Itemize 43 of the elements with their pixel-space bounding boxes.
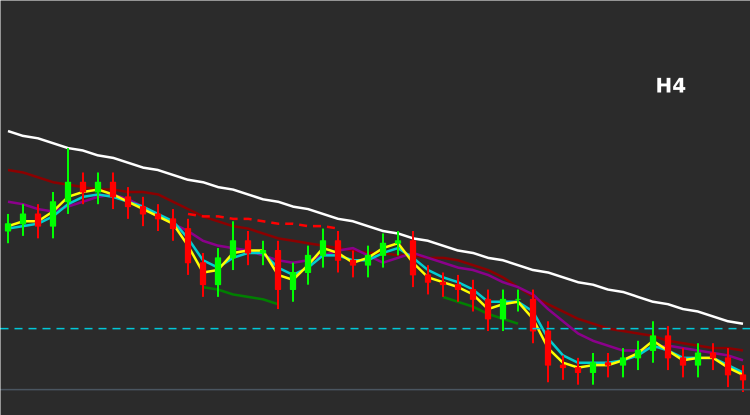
candlestick bbox=[4, 212, 12, 244]
candlestick bbox=[680, 347, 686, 378]
candlestick bbox=[514, 288, 522, 313]
candlestick bbox=[424, 264, 432, 296]
candlestick bbox=[590, 352, 596, 386]
candlestick bbox=[170, 208, 176, 242]
candlestick bbox=[604, 352, 612, 378]
candlestick bbox=[620, 347, 626, 378]
candlestick bbox=[304, 244, 312, 286]
candlestick bbox=[110, 171, 116, 210]
candlestick bbox=[124, 186, 132, 220]
candlestick bbox=[650, 320, 656, 364]
candlestick bbox=[454, 274, 462, 303]
candlestick bbox=[244, 230, 252, 266]
candlestick bbox=[140, 196, 146, 228]
candlestick bbox=[154, 203, 162, 232]
candlestick bbox=[350, 250, 356, 278]
candlestick bbox=[380, 232, 386, 269]
candlestick bbox=[260, 240, 266, 266]
candlestick bbox=[574, 356, 582, 386]
candlestick bbox=[560, 354, 566, 381]
text: H4 bbox=[656, 74, 686, 98]
candlestick bbox=[230, 220, 236, 272]
candlestick bbox=[20, 203, 26, 237]
candlestick bbox=[64, 147, 72, 215]
candlestick bbox=[740, 364, 746, 394]
candlestick bbox=[634, 340, 642, 372]
candlestick bbox=[290, 262, 296, 303]
candlestick bbox=[710, 342, 716, 372]
candlestick bbox=[470, 278, 476, 313]
candlestick bbox=[364, 244, 372, 278]
candlestick bbox=[724, 347, 732, 388]
candlestick bbox=[664, 325, 672, 372]
candlestick bbox=[440, 271, 446, 298]
candlestick bbox=[94, 171, 102, 206]
candlestick bbox=[484, 288, 492, 332]
candlestick bbox=[200, 252, 206, 298]
candlestick bbox=[320, 228, 326, 269]
candlestick bbox=[334, 230, 342, 274]
candlestick bbox=[694, 342, 702, 378]
candlestick bbox=[500, 288, 506, 332]
candlestick bbox=[80, 171, 86, 206]
candlestick bbox=[34, 203, 42, 240]
